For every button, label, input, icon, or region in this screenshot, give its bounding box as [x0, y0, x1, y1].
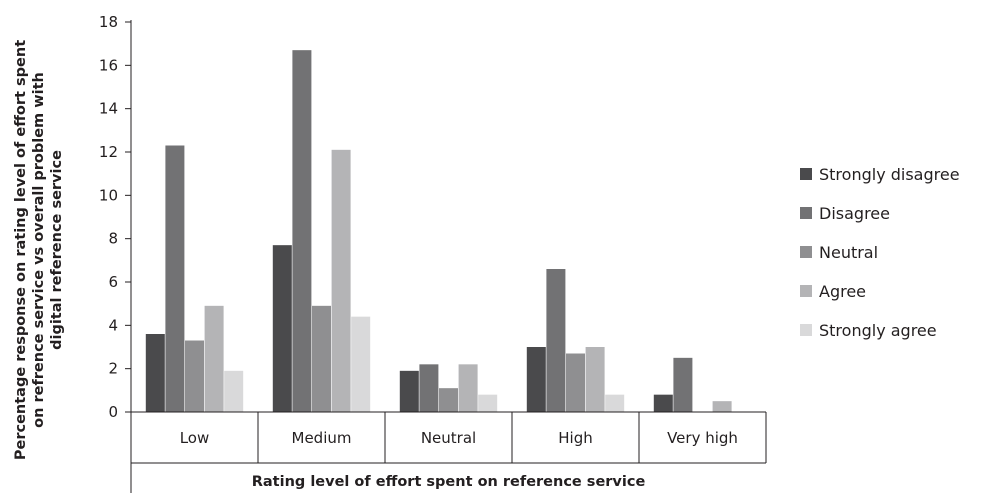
bar	[585, 347, 605, 412]
category-label: High	[558, 429, 592, 447]
y-tick-label: 0	[108, 403, 118, 421]
legend-item: Disagree	[800, 204, 890, 223]
y-tick-label: 2	[108, 360, 118, 378]
bar	[185, 340, 204, 412]
bar	[478, 394, 498, 412]
y-tick-label: 8	[108, 230, 118, 248]
bar	[653, 394, 673, 412]
legend-item: Strongly agree	[800, 321, 937, 340]
legend-swatch	[800, 207, 812, 219]
y-axis-ticks: 0 2 4 6 8 10 12 14 16 18	[99, 13, 131, 421]
y-tick-label: 16	[99, 56, 118, 74]
y-axis-title: Percentage response on rating level of e…	[13, 40, 65, 460]
x-axis-categories: Low Medium Neutral High Very high	[180, 429, 738, 447]
bar	[526, 347, 546, 412]
bar	[351, 316, 371, 412]
legend-swatch	[800, 285, 812, 297]
y-axis-title-text: Percentage response on rating level of e…	[13, 40, 65, 460]
legend-item: Strongly disagree	[800, 165, 960, 184]
legend-item: Agree	[800, 282, 866, 301]
bar	[145, 334, 165, 412]
bars	[145, 50, 732, 413]
y-axis-title-line: digital reference service	[49, 150, 65, 350]
y-tick-label: 12	[99, 143, 118, 161]
bar	[458, 364, 478, 412]
y-tick-label: 14	[99, 100, 118, 118]
legend-swatch	[800, 324, 812, 336]
bar	[165, 145, 185, 412]
legend-label: Strongly agree	[819, 321, 937, 340]
legend: Strongly disagree Disagree Neutral Agree Str…	[800, 165, 960, 340]
bar	[312, 305, 331, 412]
legend-swatch	[800, 168, 812, 180]
category-label: Very high	[667, 429, 738, 447]
y-axis-title-line: on refrence service vs overall problem w…	[31, 72, 47, 428]
bar	[546, 269, 566, 412]
bar	[224, 370, 244, 412]
bar	[605, 394, 625, 412]
bar	[292, 50, 312, 413]
y-tick-label: 10	[99, 186, 118, 204]
legend-swatch	[800, 246, 812, 258]
category-label: Low	[180, 429, 210, 447]
bar	[566, 353, 585, 412]
bar	[331, 149, 351, 413]
x-axis-title: Rating level of effort spent on referenc…	[252, 474, 646, 490]
bar	[673, 357, 693, 412]
bar	[204, 305, 224, 412]
bar	[272, 245, 292, 412]
y-tick-label: 18	[99, 13, 118, 31]
bar	[399, 370, 419, 412]
bar	[712, 401, 732, 412]
y-tick-label: 4	[108, 316, 118, 334]
legend-label: Disagree	[819, 204, 890, 223]
category-label: Medium	[292, 429, 352, 447]
bar	[419, 364, 439, 412]
bar	[439, 388, 458, 412]
legend-item: Neutral	[800, 243, 878, 262]
legend-label: Strongly disagree	[819, 165, 960, 184]
legend-label: Agree	[819, 282, 866, 301]
y-axis-title-line: Percentage response on rating level of e…	[13, 40, 29, 460]
y-tick-label: 6	[108, 273, 118, 291]
legend-label: Neutral	[819, 243, 878, 262]
axes	[130, 20, 767, 493]
category-label: Neutral	[421, 429, 476, 447]
